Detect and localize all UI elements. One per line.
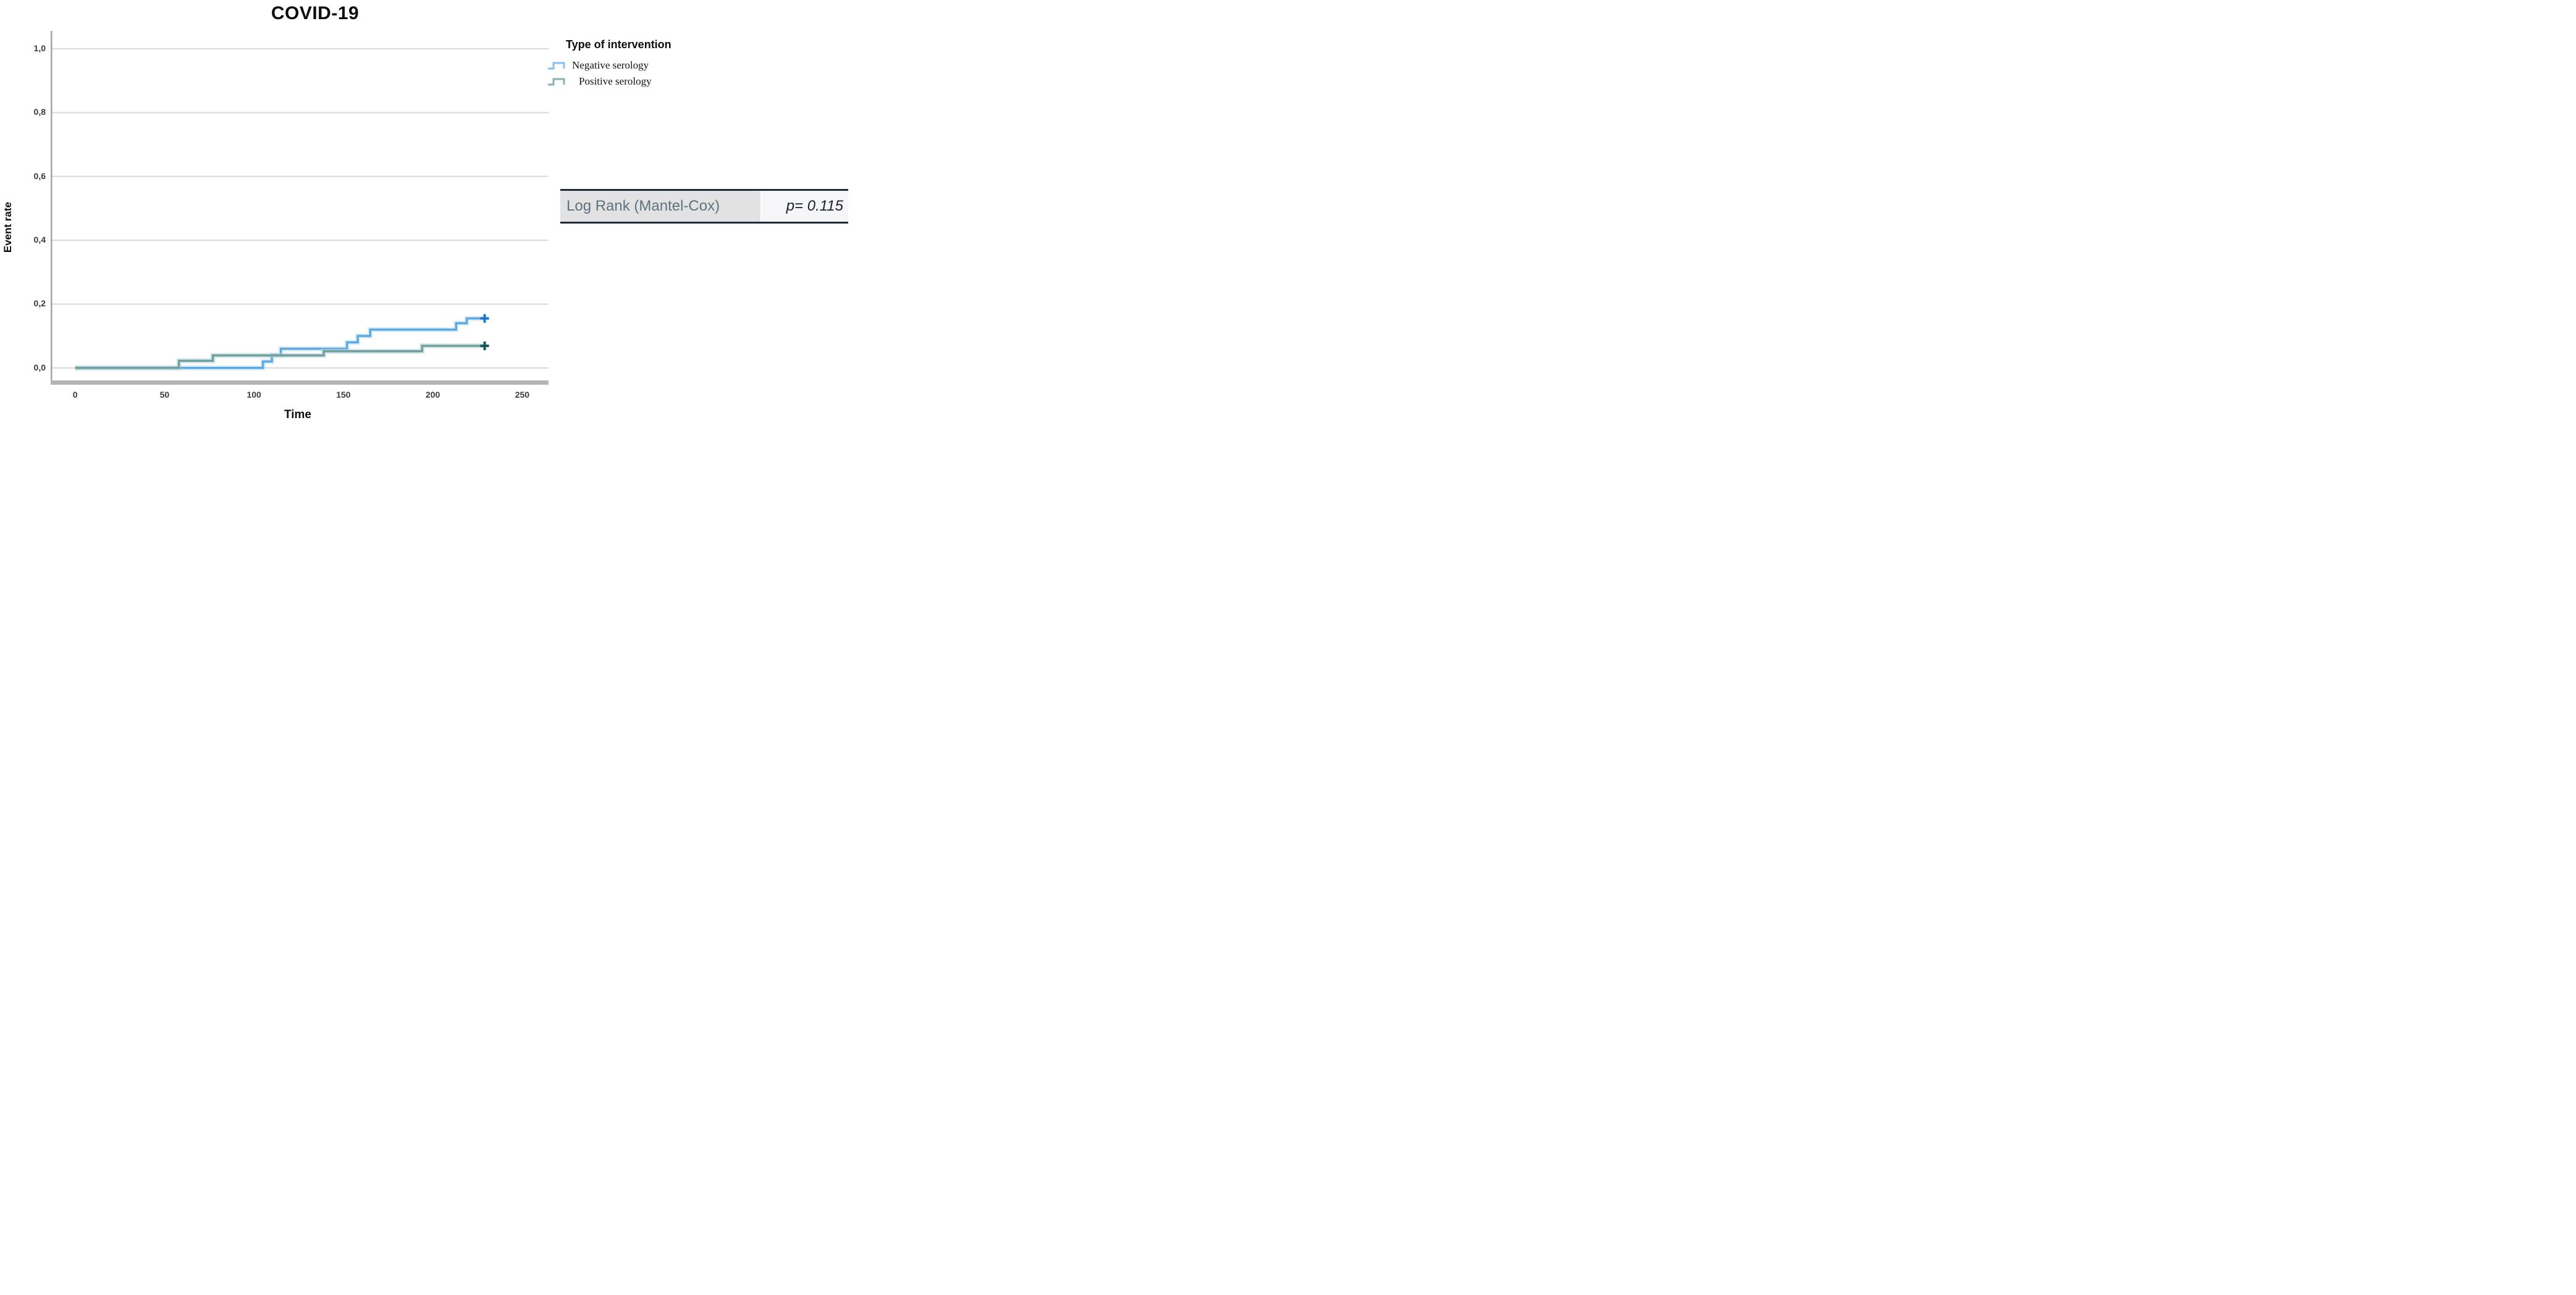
series-negative-serology bbox=[75, 314, 489, 371]
y-tick-label: 0,8 bbox=[33, 107, 46, 117]
legend-item-label: Positive serology bbox=[579, 75, 652, 87]
log-rank-test-label: Log Rank (Mantel-Cox) bbox=[560, 191, 760, 222]
x-tick-label: 0 bbox=[72, 390, 78, 400]
axes-lines bbox=[51, 31, 549, 385]
y-axis-line bbox=[51, 31, 53, 385]
legend-items: Negative serology Positive serology bbox=[547, 57, 733, 90]
x-axis-title: Time bbox=[284, 408, 311, 421]
legend-item: Negative serology bbox=[547, 57, 733, 73]
series-positive-serology bbox=[75, 342, 489, 371]
y-tick-label: 0,0 bbox=[33, 362, 46, 372]
y-tick-label: 0,4 bbox=[33, 235, 46, 245]
legend-step-glyph-icon bbox=[548, 78, 565, 86]
x-tick-label: 150 bbox=[336, 390, 351, 400]
legend: Type of intervention Negative serology Po… bbox=[547, 38, 733, 90]
censor-marker bbox=[480, 342, 489, 351]
legend-step-glyph-icon bbox=[548, 62, 565, 70]
censor-marker bbox=[480, 314, 489, 323]
log-rank-table: Log Rank (Mantel-Cox) p= 0.115 bbox=[560, 189, 848, 224]
x-axis-line bbox=[51, 380, 549, 385]
x-tick-label: 50 bbox=[159, 390, 170, 400]
chart-title: COVID-19 bbox=[271, 3, 360, 23]
plot-area bbox=[51, 31, 549, 385]
table-cell-divider bbox=[760, 191, 762, 222]
x-tick-label: 250 bbox=[515, 390, 530, 400]
legend-title: Type of intervention bbox=[566, 38, 671, 51]
x-tick-label: 100 bbox=[246, 390, 261, 400]
y-tick-label: 0,6 bbox=[33, 170, 46, 181]
y-axis-title: Event rate bbox=[2, 201, 14, 253]
figure-canvas: COVID-19 1,0 0,8 0,6 0,4 0,2 0,0 0 50 100 150 200… bbox=[0, 0, 859, 432]
log-rank-p-value: p= 0.115 bbox=[762, 191, 848, 222]
y-tick-label: 0,2 bbox=[33, 298, 46, 309]
legend-item-label: Negative serology bbox=[572, 59, 649, 71]
legend-item: Positive serology bbox=[547, 73, 733, 90]
y-tick-label: 1,0 bbox=[33, 43, 46, 53]
x-tick-label: 200 bbox=[425, 390, 440, 400]
